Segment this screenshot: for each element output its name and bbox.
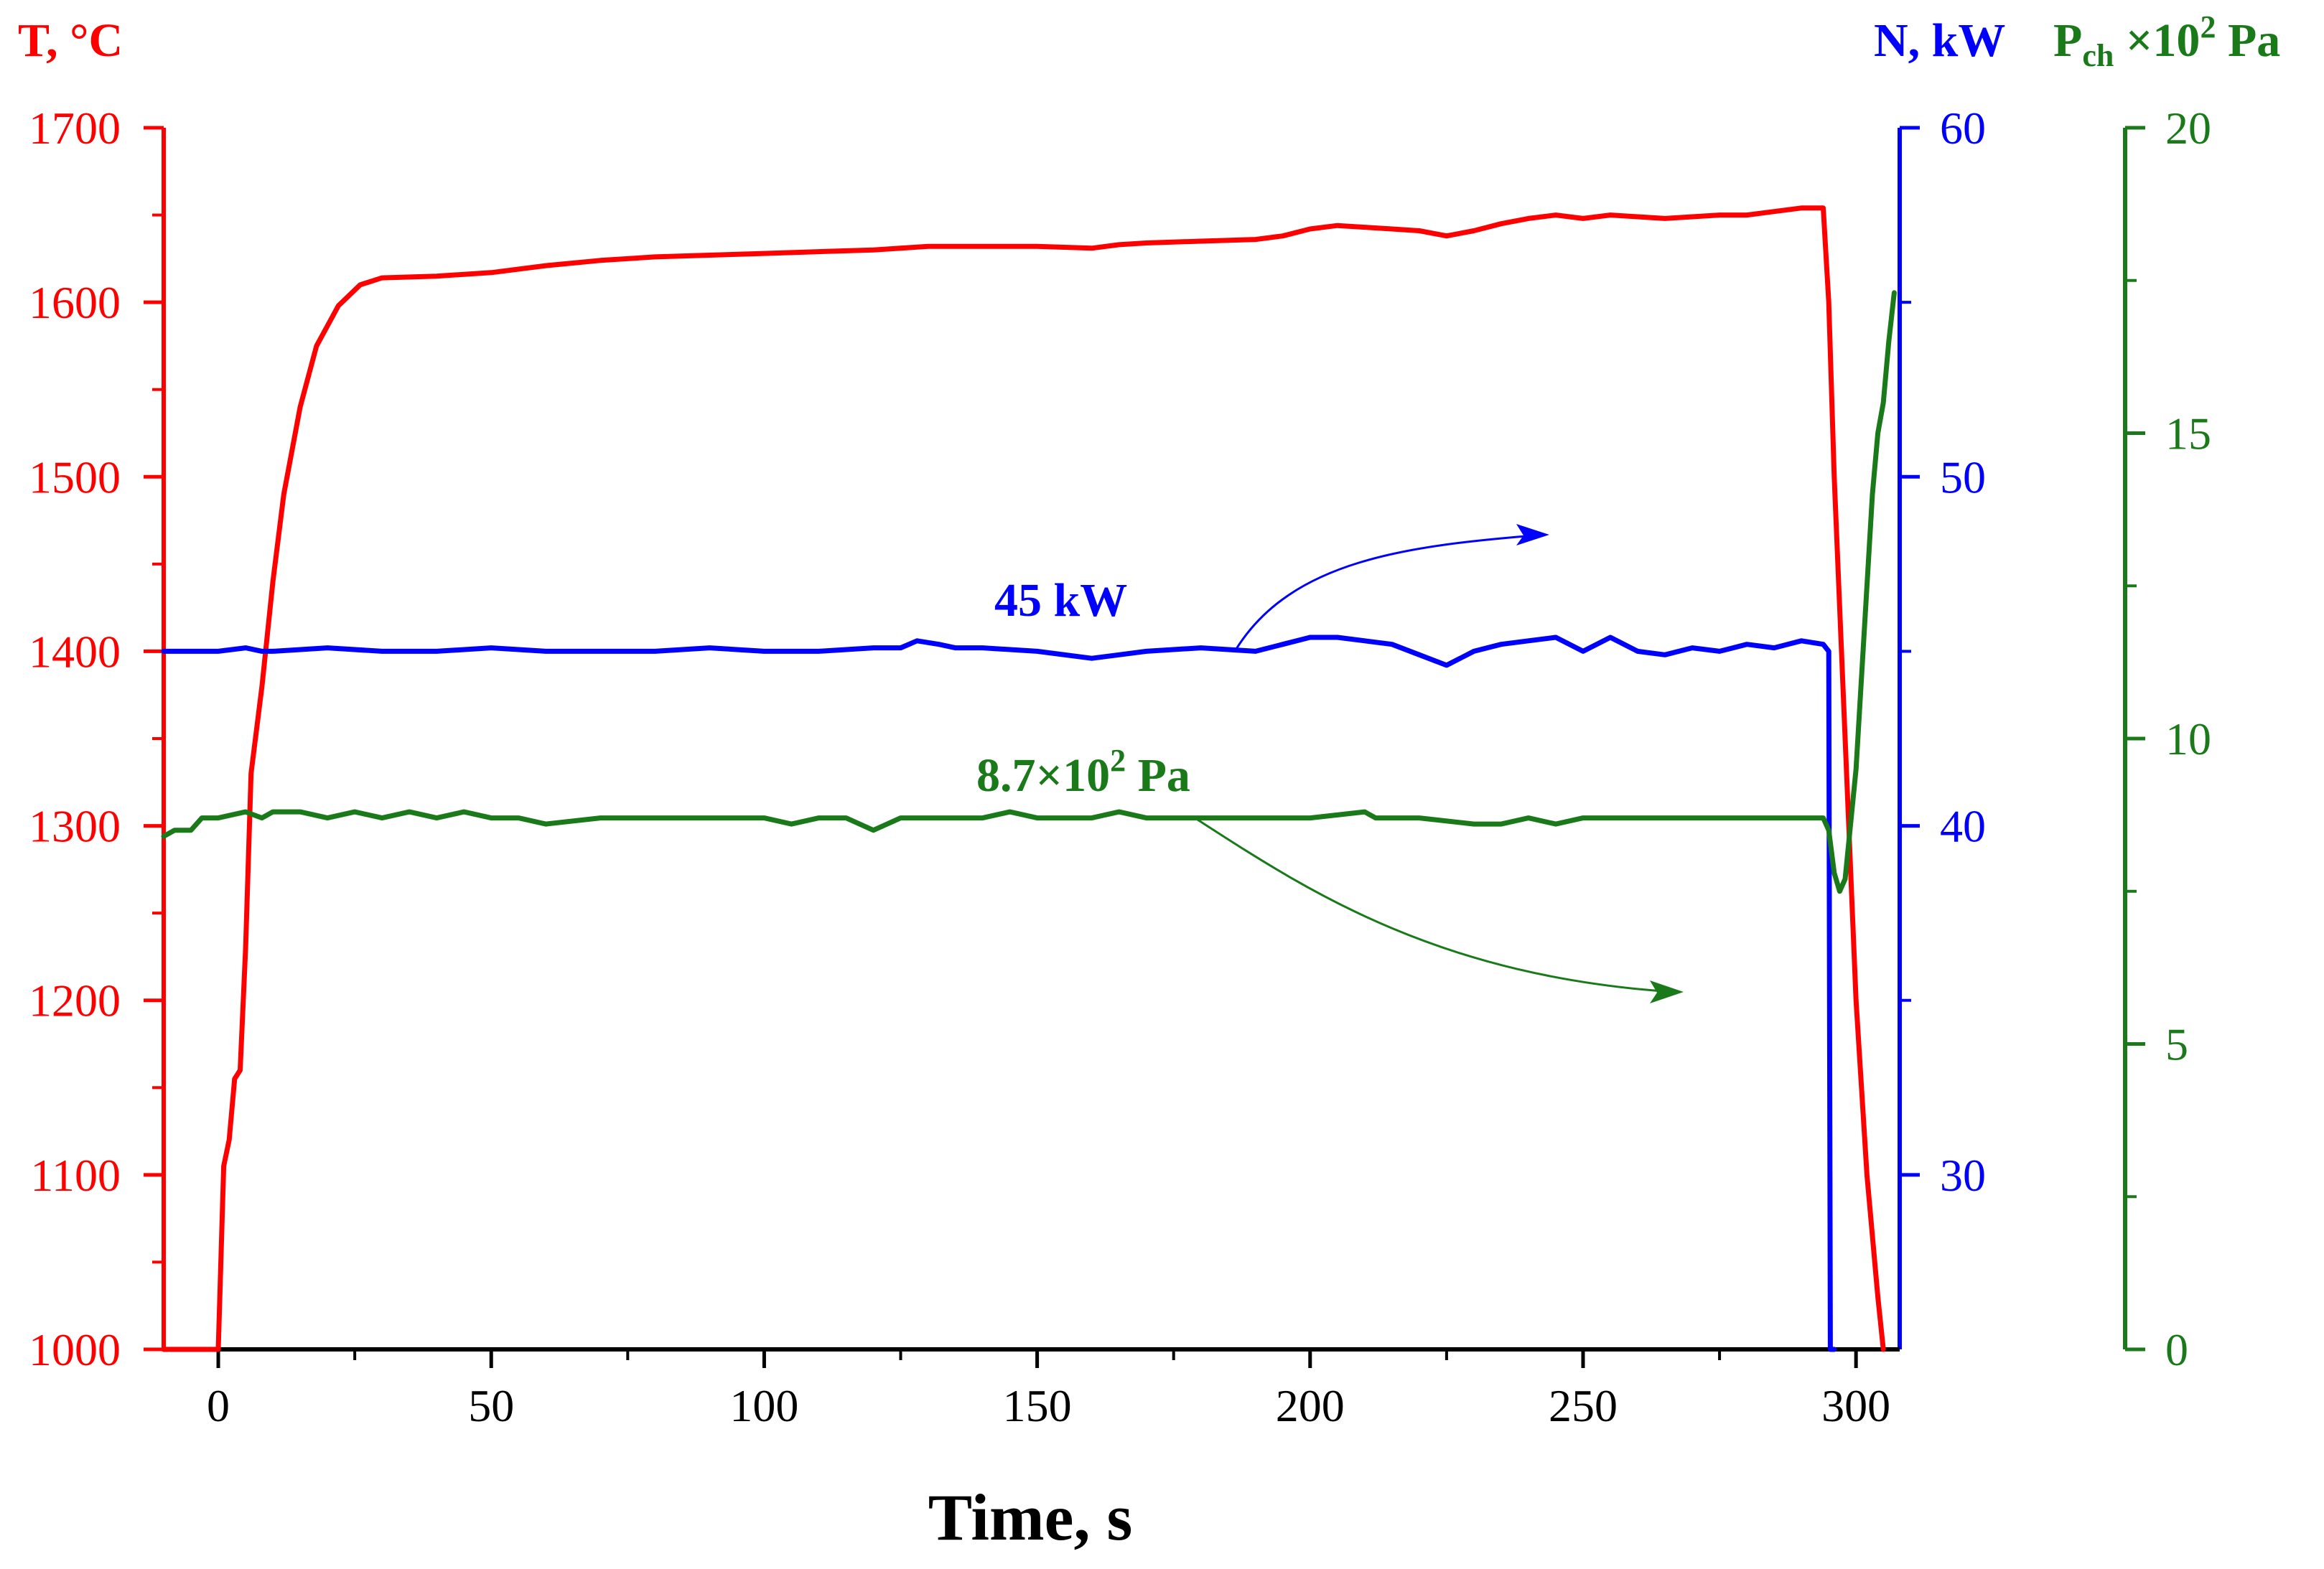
power-series-line <box>161 634 1837 1352</box>
x-tick-label: 0 <box>207 1380 230 1431</box>
t-tick-label: 1400 <box>29 626 121 677</box>
p-tick-label: 5 <box>2165 1019 2188 1070</box>
p-axis-title: Pch ×102 Pa <box>2053 9 2280 73</box>
power-arrowhead <box>1516 524 1549 545</box>
x-tick-label: 100 <box>729 1380 798 1431</box>
temperature-series-line <box>161 205 1886 1352</box>
p-tick-label: 15 <box>2165 408 2211 459</box>
t-axis-title: T, °C <box>18 14 123 67</box>
n-tick-label: 40 <box>1940 801 1986 852</box>
power-annotation-arrow <box>1235 533 1544 650</box>
t-tick-label: 1100 <box>30 1150 121 1201</box>
pressure-series-line <box>161 290 1897 894</box>
n-tick-label: 50 <box>1940 451 1986 502</box>
t-tick-label: 1500 <box>29 451 121 502</box>
pressure-annotation: 8.7×102 Pa <box>976 743 1190 802</box>
n-tick-label: 60 <box>1940 103 1986 154</box>
n-axis-title: N, kW <box>1874 14 2005 67</box>
p-tick-label: 20 <box>2165 103 2211 154</box>
t-tick-label: 1700 <box>29 103 121 154</box>
n-tick-label: 30 <box>1940 1150 1986 1201</box>
x-tick-label: 150 <box>1003 1380 1072 1431</box>
ticks-layer: 0 50 100 150 200 250 3001000110012001300140015… <box>29 103 2211 1431</box>
series-layer <box>161 205 1897 1352</box>
pressure-arrowhead <box>1650 980 1684 1003</box>
pressure-annotation-arrow <box>1197 818 1674 993</box>
p-tick-label: 0 <box>2165 1324 2188 1375</box>
power-annotation: 45 kW <box>994 574 1127 627</box>
t-tick-label: 1300 <box>29 801 121 852</box>
x-tick-label: 250 <box>1549 1380 1618 1431</box>
t-tick-label: 1000 <box>29 1324 121 1375</box>
x-tick-label: 50 <box>468 1380 514 1431</box>
t-tick-label: 1200 <box>29 975 121 1026</box>
t-tick-label: 1600 <box>29 277 121 328</box>
x-tick-label: 200 <box>1276 1380 1345 1431</box>
x-axis-title: Time, s <box>928 1481 1133 1554</box>
p-tick-label: 10 <box>2165 713 2211 764</box>
x-tick-label: 300 <box>1821 1380 1890 1431</box>
